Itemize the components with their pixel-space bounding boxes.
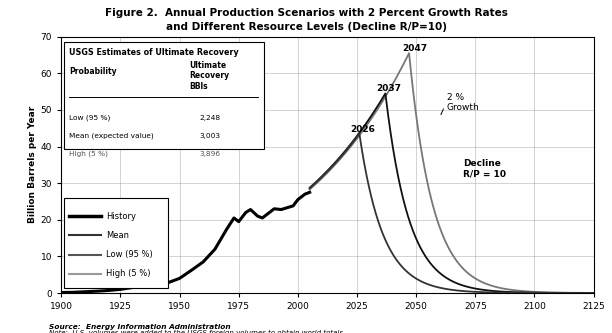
FancyBboxPatch shape (64, 42, 264, 150)
Text: USGS Estimates of Ultimate Recovery: USGS Estimates of Ultimate Recovery (69, 48, 239, 57)
Text: High (5 %): High (5 %) (106, 269, 151, 278)
Text: Low (95 %): Low (95 %) (69, 115, 111, 121)
Text: Source:  Energy Information Administration: Source: Energy Information Administratio… (49, 324, 231, 330)
Text: History: History (106, 211, 136, 221)
Text: 2,248: 2,248 (200, 115, 221, 121)
Text: 2026: 2026 (350, 125, 375, 134)
Text: Mean: Mean (106, 231, 130, 240)
Text: 3,003: 3,003 (200, 133, 221, 139)
Text: and Different Resource Levels (Decline R/P=10): and Different Resource Levels (Decline R… (165, 22, 447, 32)
Text: Figure 2.  Annual Production Scenarios with 2 Percent Growth Rates: Figure 2. Annual Production Scenarios wi… (105, 8, 507, 18)
Text: Mean (expected value): Mean (expected value) (69, 133, 154, 139)
Text: 2 %
Growth: 2 % Growth (447, 93, 480, 112)
Text: 3,896: 3,896 (200, 151, 221, 157)
FancyBboxPatch shape (64, 198, 168, 288)
Text: High (5 %): High (5 %) (69, 151, 108, 157)
Text: Note:  U.S. volumes were added to the USGS foreign volumes to obtain world total: Note: U.S. volumes were added to the USG… (49, 330, 345, 333)
Text: 2037: 2037 (376, 84, 401, 93)
Text: Probability: Probability (69, 67, 117, 76)
Text: Ultimate
Recovery
BBls: Ultimate Recovery BBls (189, 61, 229, 91)
Text: Low (95 %): Low (95 %) (106, 250, 153, 259)
Text: 2047: 2047 (402, 44, 427, 53)
Y-axis label: Billion Barrels per Year: Billion Barrels per Year (28, 106, 37, 223)
Text: Decline
R/P = 10: Decline R/P = 10 (463, 159, 507, 178)
